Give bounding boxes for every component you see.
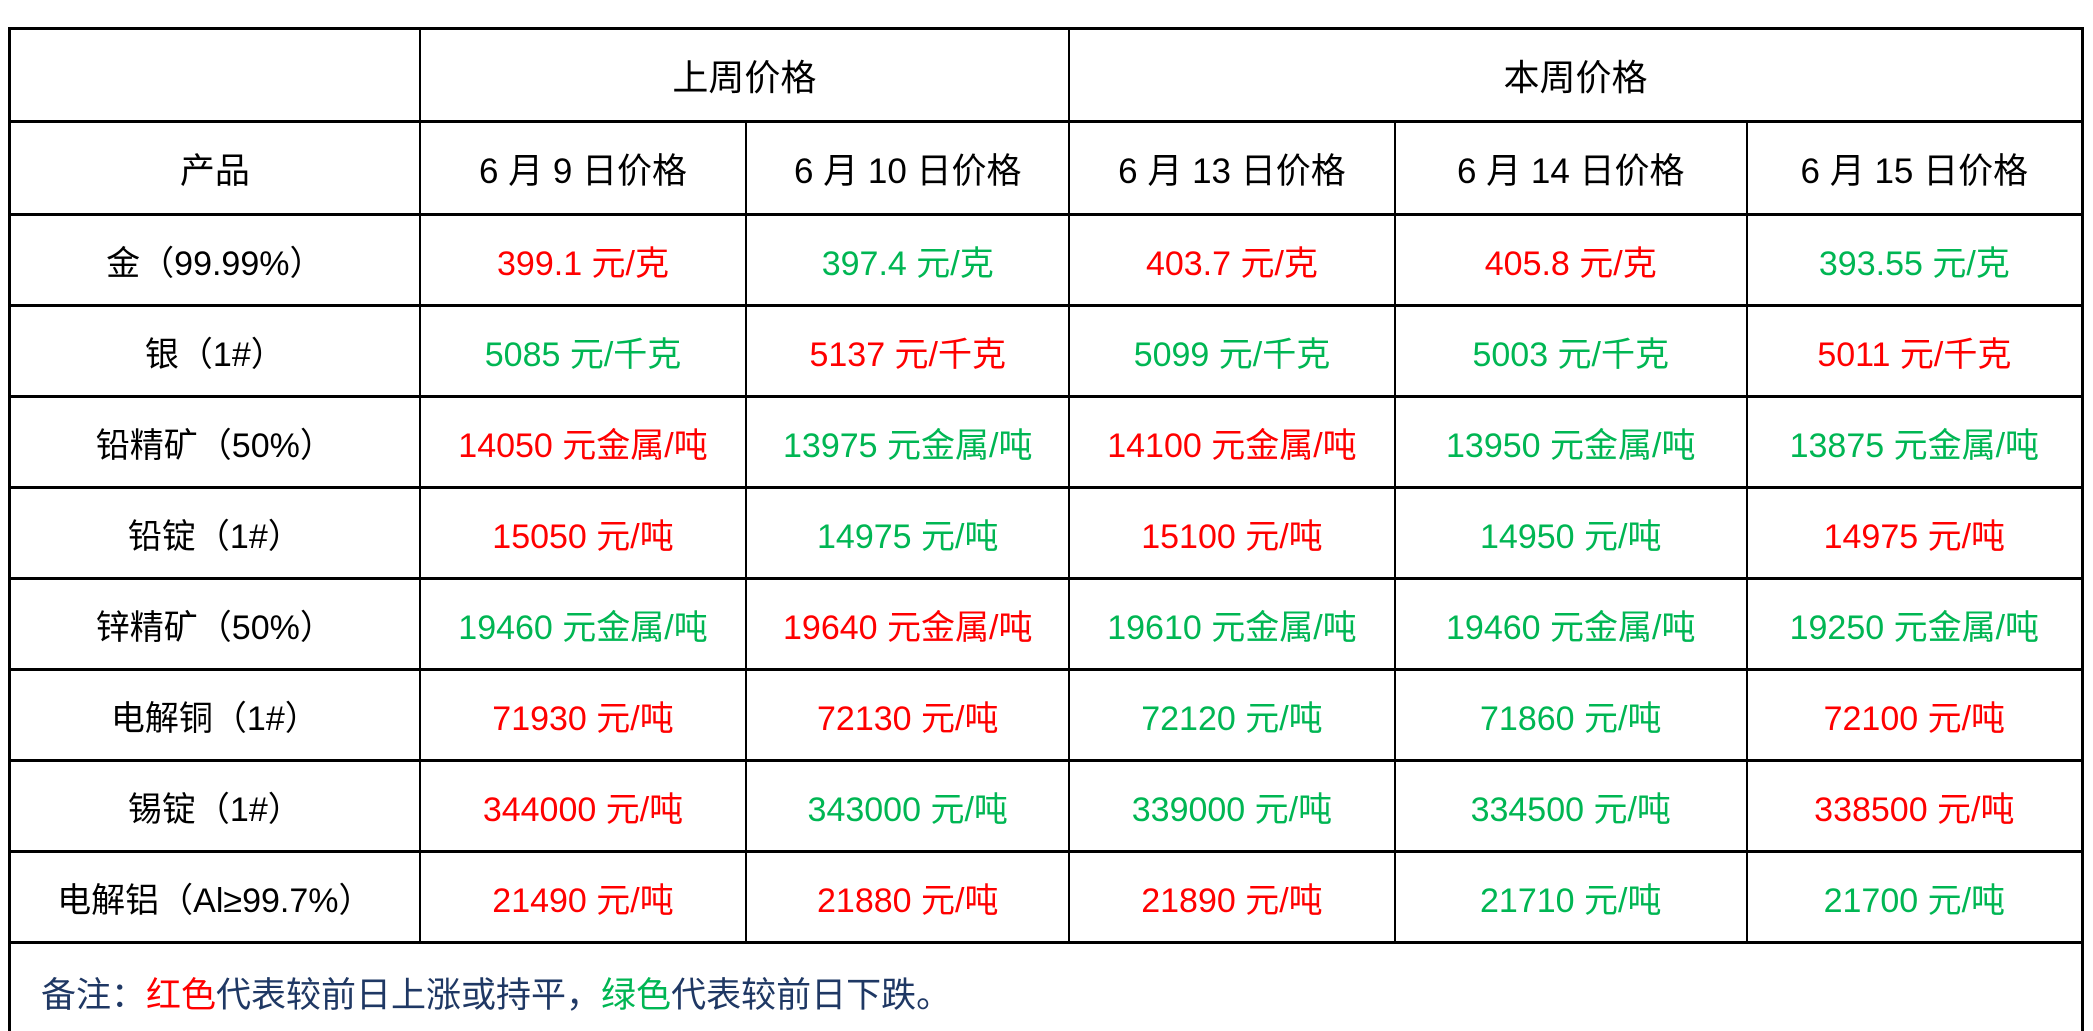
price-cell: 5137 元/千克 <box>745 304 1071 398</box>
price-cell: 13875 元金属/吨 <box>1745 395 2084 489</box>
table-row: 电解铝（Al≥99.7%） 21490 元/吨 21880 元/吨 21890 元/吨… <box>8 850 2084 944</box>
last-week-group-header: 上周价格 <box>418 27 1071 123</box>
note-green-desc: 代表较前日下跌。 <box>671 975 952 1015</box>
table-row: 锡锭（1#） 344000 元/吨 343000 元/吨 339000 元/吨 3345… <box>8 759 2084 853</box>
price-cell: 21700 元/吨 <box>1745 850 2084 944</box>
table-row: 电解铜（1#） 71930 元/吨 72130 元/吨 72120 元/吨 71860 … <box>8 668 2084 762</box>
price-cell: 334500 元/吨 <box>1393 759 1748 853</box>
table-body: 金（99.99%） 399.1 元/克 397.4 元/克 403.7 元/克 405.… <box>8 213 2084 944</box>
week-group-header-row: 上周价格 本周价格 <box>8 27 2084 123</box>
date-column-header: 6 月 13 日价格 <box>1068 120 1396 216</box>
price-cell: 343000 元/吨 <box>745 759 1071 853</box>
price-cell: 21880 元/吨 <box>745 850 1071 944</box>
price-cell: 21490 元/吨 <box>418 850 748 944</box>
price-cell: 14975 元/吨 <box>1745 486 2084 580</box>
date-header-row: 产品 6 月 9 日价格 6 月 10 日价格 6 月 13 日价格 6 月 1… <box>8 120 2084 216</box>
metal-price-table: 上周价格 本周价格 产品 6 月 9 日价格 6 月 10 日价格 6 月 13… <box>8 27 2084 1031</box>
price-cell: 397.4 元/克 <box>745 213 1071 307</box>
price-cell: 71930 元/吨 <box>418 668 748 762</box>
price-cell: 5099 元/千克 <box>1068 304 1396 398</box>
table-row: 银（1#） 5085 元/千克 5137 元/千克 5099 元/千克 5003 元/千… <box>8 304 2084 398</box>
price-cell: 21710 元/吨 <box>1393 850 1748 944</box>
price-cell: 403.7 元/克 <box>1068 213 1396 307</box>
price-cell: 13950 元金属/吨 <box>1393 395 1748 489</box>
table-row: 金（99.99%） 399.1 元/克 397.4 元/克 403.7 元/克 405.… <box>8 213 2084 307</box>
product-cell: 银（1#） <box>8 304 421 398</box>
table-row: 锌精矿（50%） 19460 元金属/吨 19640 元金属/吨 19610 元金属/… <box>8 577 2084 671</box>
note-text: 备注：红色代表较前日上涨或持平，绿色代表较前日下跌。 <box>8 941 2084 1031</box>
price-cell: 14100 元金属/吨 <box>1068 395 1396 489</box>
price-cell: 13975 元金属/吨 <box>745 395 1071 489</box>
price-cell: 393.55 元/克 <box>1745 213 2084 307</box>
table-row: 铅锭（1#） 15050 元/吨 14975 元/吨 15100 元/吨 14950 元… <box>8 486 2084 580</box>
price-cell: 5011 元/千克 <box>1745 304 2084 398</box>
price-cell: 405.8 元/克 <box>1393 213 1748 307</box>
price-cell: 5003 元/千克 <box>1393 304 1748 398</box>
price-cell: 71860 元/吨 <box>1393 668 1748 762</box>
price-cell: 19460 元金属/吨 <box>1393 577 1748 671</box>
date-column-header: 6 月 15 日价格 <box>1745 120 2084 216</box>
date-column-header: 6 月 10 日价格 <box>745 120 1071 216</box>
product-cell: 电解铝（Al≥99.7%） <box>8 850 421 944</box>
price-cell: 14950 元/吨 <box>1393 486 1748 580</box>
price-cell: 338500 元/吨 <box>1745 759 2084 853</box>
note-row: 备注：红色代表较前日上涨或持平，绿色代表较前日下跌。 <box>8 941 2084 1031</box>
note-red-term: 红色 <box>146 975 217 1015</box>
this-week-group-header: 本周价格 <box>1068 27 2084 123</box>
price-cell: 19640 元金属/吨 <box>745 577 1071 671</box>
price-cell: 5085 元/千克 <box>418 304 748 398</box>
price-cell: 14975 元/吨 <box>745 486 1071 580</box>
product-cell: 铅精矿（50%） <box>8 395 421 489</box>
price-cell: 14050 元金属/吨 <box>418 395 748 489</box>
note-green-term: 绿色 <box>601 975 672 1015</box>
date-column-header: 6 月 9 日价格 <box>418 120 748 216</box>
price-cell: 19460 元金属/吨 <box>418 577 748 671</box>
note-prefix: 备注： <box>41 975 147 1015</box>
date-column-header: 6 月 14 日价格 <box>1393 120 1748 216</box>
product-cell: 锌精矿（50%） <box>8 577 421 671</box>
price-cell: 19610 元金属/吨 <box>1068 577 1396 671</box>
corner-cell <box>8 27 421 123</box>
product-column-header: 产品 <box>8 120 421 216</box>
product-cell: 锡锭（1#） <box>8 759 421 853</box>
price-cell: 72130 元/吨 <box>745 668 1071 762</box>
price-cell: 72120 元/吨 <box>1068 668 1396 762</box>
product-cell: 金（99.99%） <box>8 213 421 307</box>
price-cell: 339000 元/吨 <box>1068 759 1396 853</box>
price-cell: 344000 元/吨 <box>418 759 748 853</box>
price-cell: 72100 元/吨 <box>1745 668 2084 762</box>
price-cell: 15050 元/吨 <box>418 486 748 580</box>
price-cell: 399.1 元/克 <box>418 213 748 307</box>
price-cell: 21890 元/吨 <box>1068 850 1396 944</box>
note-red-desc: 代表较前日上涨或持平， <box>216 975 602 1015</box>
table-row: 铅精矿（50%） 14050 元金属/吨 13975 元金属/吨 14100 元金属/… <box>8 395 2084 489</box>
price-cell: 15100 元/吨 <box>1068 486 1396 580</box>
product-cell: 电解铜（1#） <box>8 668 421 762</box>
price-cell: 19250 元金属/吨 <box>1745 577 2084 671</box>
product-cell: 铅锭（1#） <box>8 486 421 580</box>
